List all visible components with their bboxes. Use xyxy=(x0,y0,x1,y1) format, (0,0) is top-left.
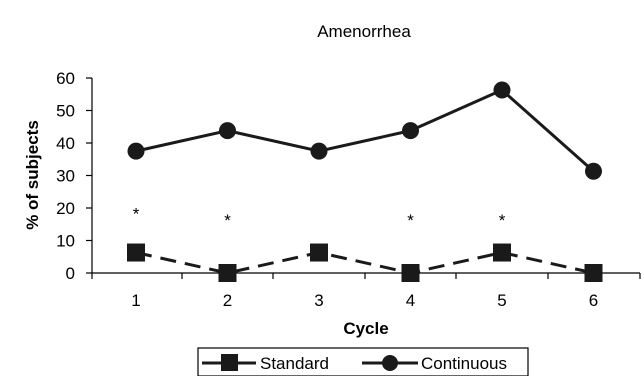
y-tick-label: 0 xyxy=(66,264,75,283)
data-point-continuous xyxy=(493,81,511,99)
x-axis-label: Cycle xyxy=(343,319,388,338)
data-point-continuous xyxy=(310,142,328,160)
x-tick-label: 2 xyxy=(223,291,232,310)
data-point-standard xyxy=(310,243,328,262)
chart-title: Amenorrhea xyxy=(317,22,411,41)
legend-standard-label: Standard xyxy=(260,354,329,373)
data-point-standard xyxy=(584,264,603,282)
data-point-standard xyxy=(218,264,237,282)
x-tick-label: 1 xyxy=(131,291,140,310)
legend-standard-marker xyxy=(221,354,238,371)
x-tick-label: 4 xyxy=(406,291,415,310)
y-tick-label: 20 xyxy=(56,199,75,218)
annotations: * * * * xyxy=(133,204,506,230)
significance-marker: * xyxy=(133,204,140,223)
data-point-continuous xyxy=(585,162,602,180)
y-tick-label: 30 xyxy=(56,167,75,186)
y-axis-label: % of subjects xyxy=(23,120,42,230)
series-line-standard xyxy=(135,250,594,275)
series-layer xyxy=(127,81,603,282)
legend-continuous-marker xyxy=(382,355,398,371)
data-point-continuous xyxy=(219,122,236,140)
significance-marker: * xyxy=(499,211,506,230)
significance-marker: * xyxy=(224,211,231,230)
series-line-continuous xyxy=(135,88,595,173)
data-point-standard xyxy=(401,264,420,282)
y-ticks: 0 10 20 30 40 50 60 xyxy=(56,69,92,283)
series-standard xyxy=(127,243,603,282)
legend-continuous-label: Continuous xyxy=(421,354,507,373)
data-point-continuous xyxy=(127,142,145,160)
x-tick-label: 6 xyxy=(589,291,598,310)
y-tick-label: 40 xyxy=(56,134,75,153)
x-ticks: 1 2 3 4 5 6 xyxy=(91,273,641,310)
series-continuous xyxy=(127,81,602,180)
y-tick-label: 50 xyxy=(56,102,75,121)
x-tick-label: 5 xyxy=(497,291,506,310)
significance-marker: * xyxy=(407,211,414,230)
data-point-continuous xyxy=(402,122,419,140)
y-tick-label: 60 xyxy=(56,69,75,88)
legend: Standard Continuous xyxy=(197,347,529,376)
axes xyxy=(91,78,640,274)
x-tick-label: 3 xyxy=(314,291,323,310)
data-point-standard xyxy=(127,243,145,262)
y-tick-label: 10 xyxy=(56,232,75,251)
data-point-standard xyxy=(493,243,511,262)
